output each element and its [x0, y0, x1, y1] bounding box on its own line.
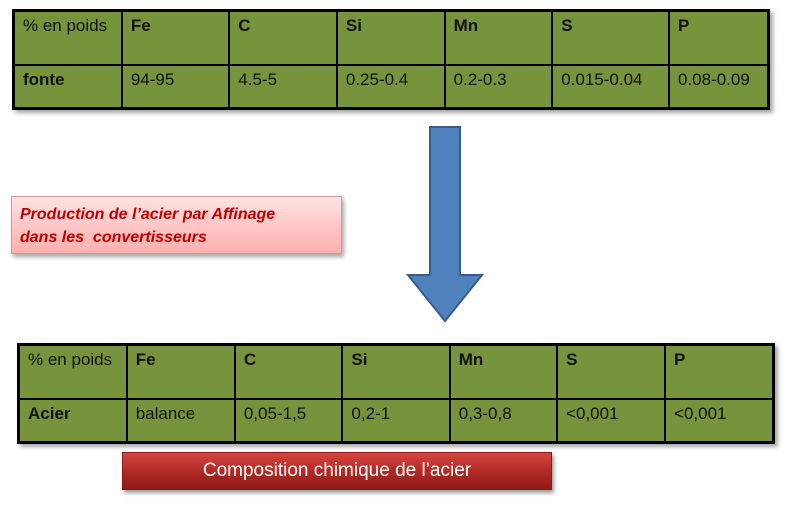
table-row: fonte 94-95 4.5-5 0.25-0.4 0.2-0.3 0.015…	[12, 63, 770, 110]
header-cell-si: Si	[335, 9, 446, 66]
header-cell-c: C	[228, 9, 338, 66]
fonte-composition-table: % en poids Fe C Si Mn S P fonte 94-95 4.…	[12, 9, 770, 110]
header-cell-mn: Mn	[448, 343, 559, 400]
header-cell-p: P	[667, 9, 770, 66]
value-s: <0,001	[556, 397, 667, 444]
value-p: <0,001	[664, 397, 775, 444]
value-fe: balance	[125, 397, 236, 444]
row-label-acier: Acier	[17, 397, 128, 444]
header-cell-c: C	[233, 343, 344, 400]
table-header-row: % en poids Fe C Si Mn S P	[17, 343, 775, 400]
caption-box: Composition chimique de l’acier	[122, 452, 552, 490]
down-arrow-icon	[405, 126, 485, 323]
value-c: 4.5-5	[228, 63, 338, 110]
value-p: 0.08-0.09	[667, 63, 770, 110]
header-cell-s: S	[556, 343, 667, 400]
process-label-box: Production de l’acier par Affinage dans …	[11, 196, 342, 254]
value-s: 0.015-0.04	[551, 63, 670, 110]
table-header-row: % en poids Fe C Si Mn S P	[12, 9, 770, 66]
header-cell-s: S	[551, 9, 670, 66]
process-label-line2: dans les convertisseurs	[20, 229, 207, 246]
table-row: Acier balance 0,05-1,5 0,2-1 0,3-0,8 <0,…	[17, 397, 775, 444]
header-cell-mn: Mn	[443, 9, 554, 66]
acier-composition-table: % en poids Fe C Si Mn S P Acier balance …	[17, 343, 775, 444]
header-cell-p: P	[664, 343, 775, 400]
value-c: 0,05-1,5	[233, 397, 344, 444]
value-fe: 94-95	[120, 63, 231, 110]
value-si: 0.25-0.4	[335, 63, 446, 110]
process-label-line1: Production de l’acier par Affinage	[20, 206, 276, 223]
header-cell-unit: % en poids	[17, 343, 128, 400]
header-cell-fe: Fe	[125, 343, 236, 400]
header-cell-si: Si	[341, 343, 451, 400]
value-mn: 0,3-0,8	[448, 397, 559, 444]
header-cell-unit: % en poids	[12, 9, 123, 66]
row-label-fonte: fonte	[12, 63, 123, 110]
header-cell-fe: Fe	[120, 9, 231, 66]
value-si: 0,2-1	[341, 397, 451, 444]
value-mn: 0.2-0.3	[443, 63, 554, 110]
